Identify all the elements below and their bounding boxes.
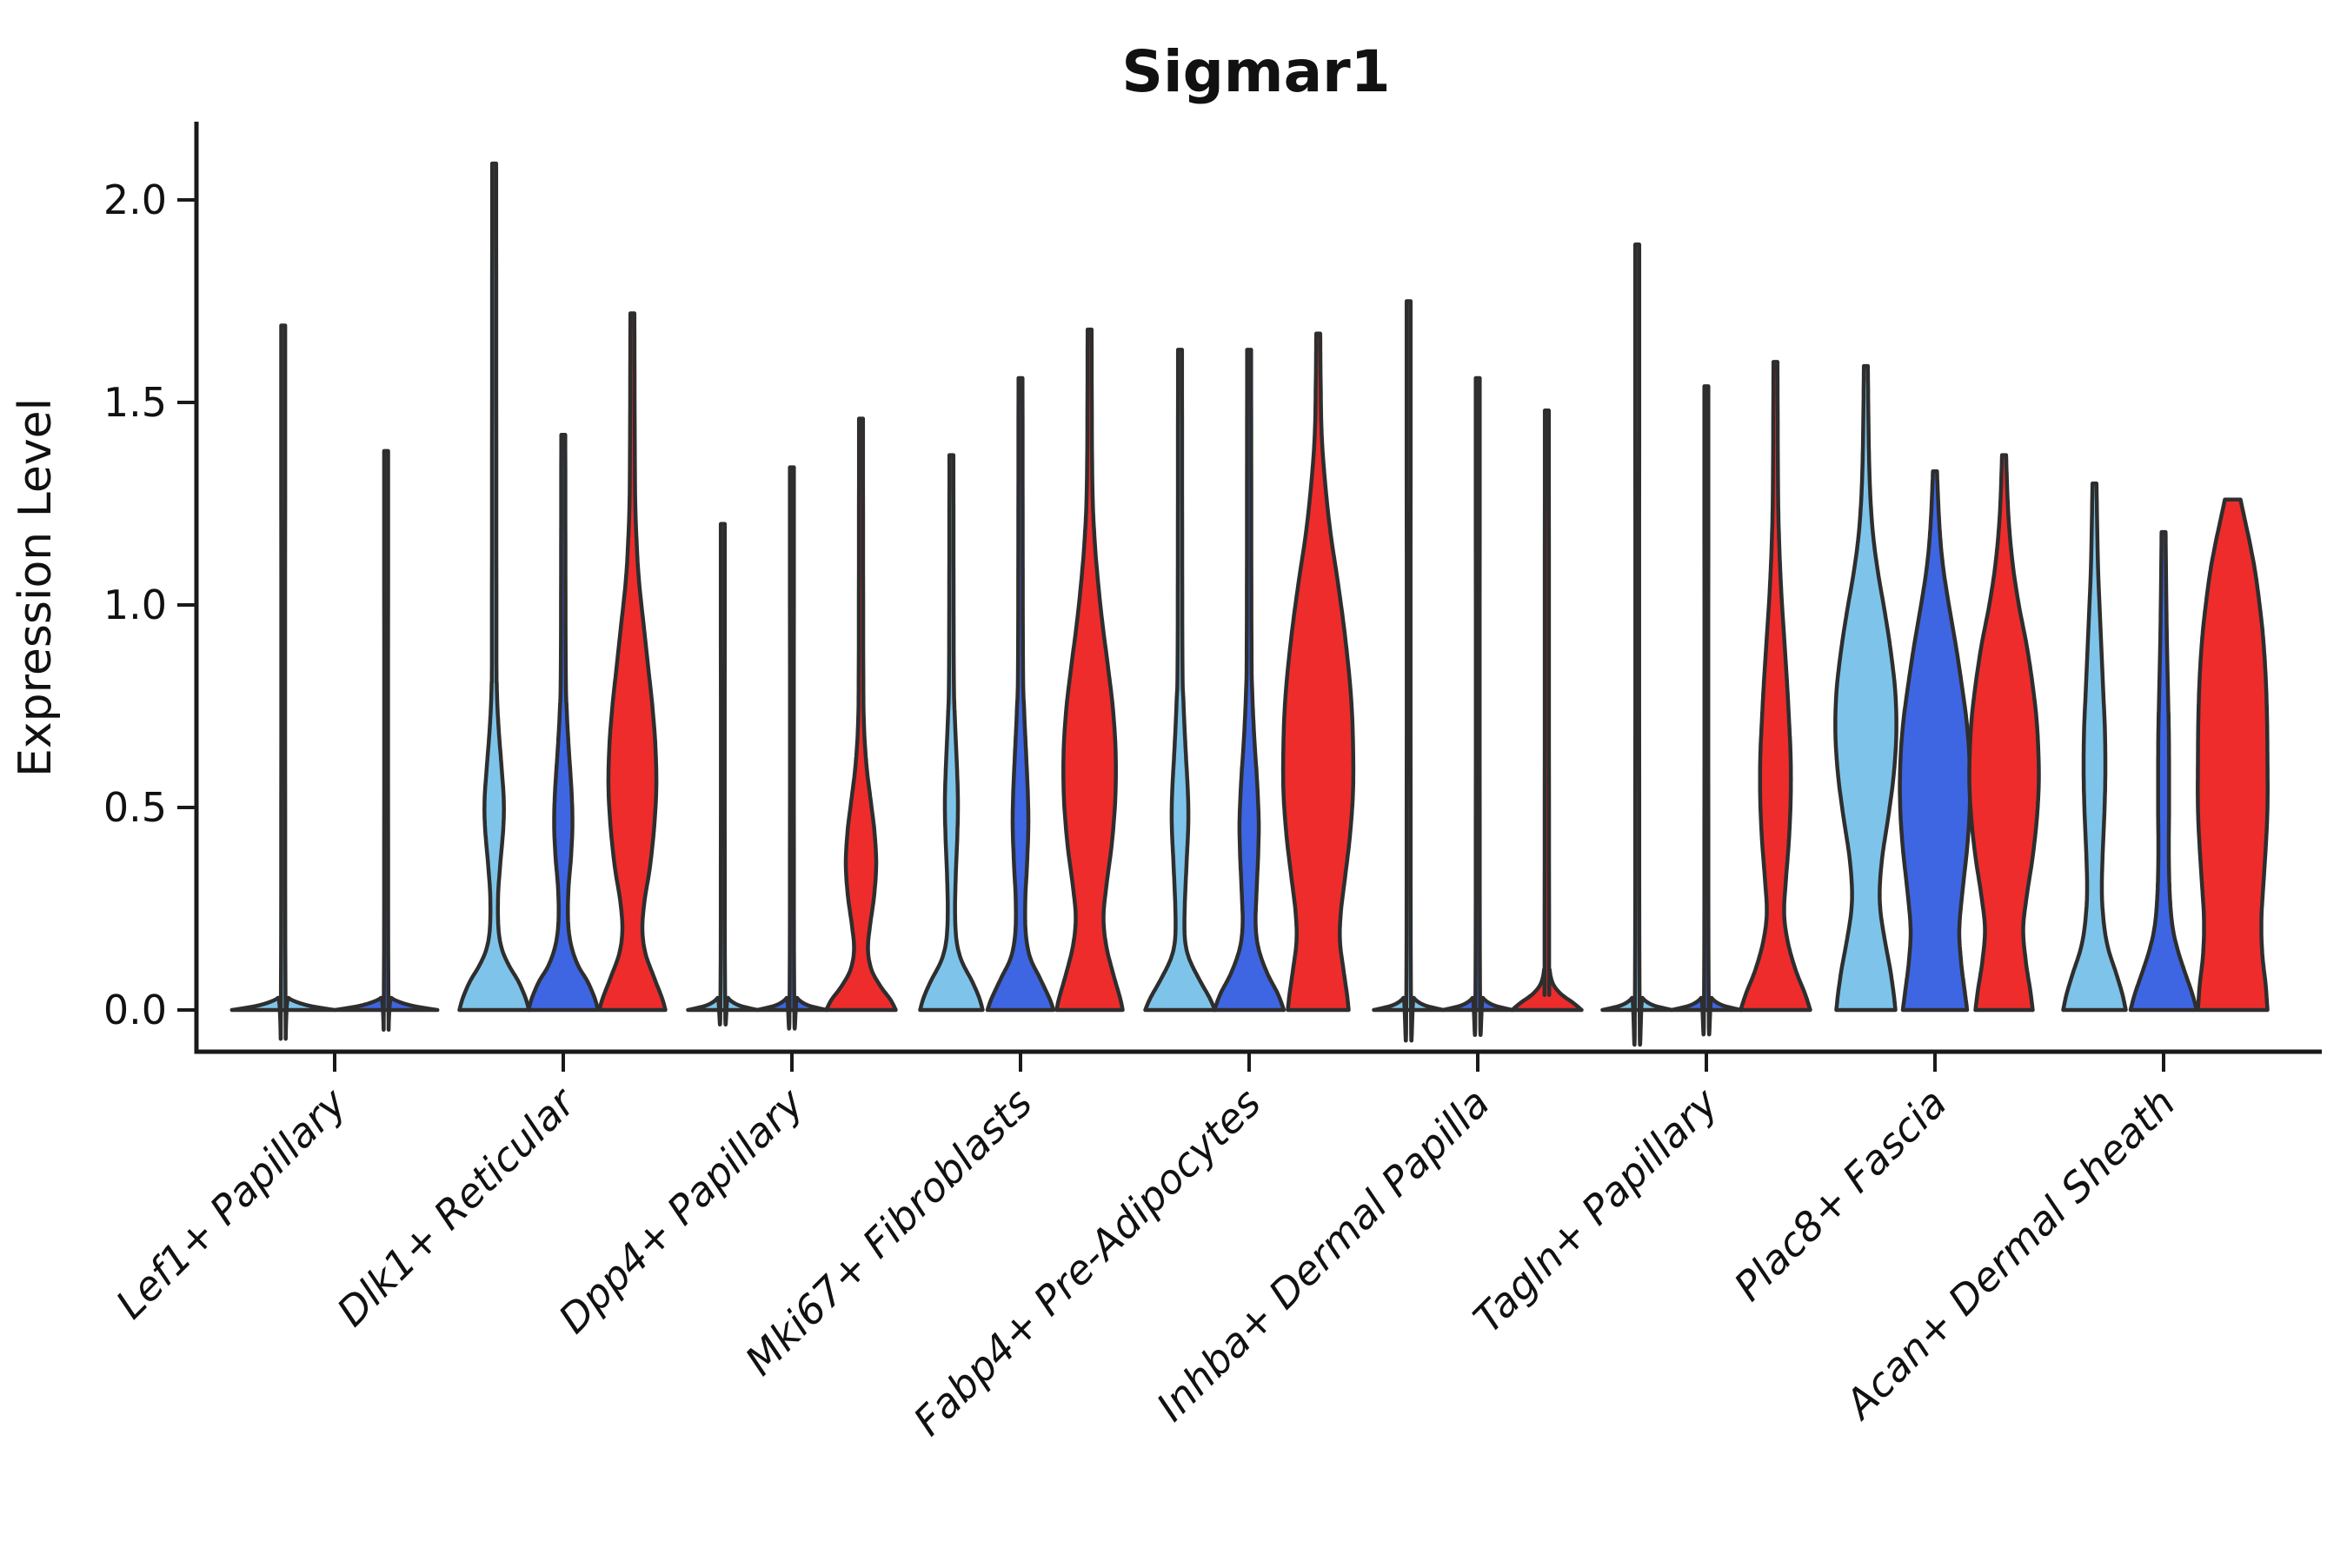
violin-red: [1280, 331, 1356, 1013]
x-tick-label: Tagln+ Papillary: [1464, 1079, 1727, 1342]
violin-skyblue: [1143, 348, 1217, 1013]
violin-royalblue: [2128, 529, 2199, 1013]
violin-skyblue: [457, 161, 531, 1013]
violin-royalblue: [1212, 348, 1287, 1013]
violins-layer: [229, 161, 2270, 1047]
violin-red: [597, 311, 668, 1013]
violin-royalblue: [1669, 384, 1744, 1037]
violin-red: [1739, 360, 1812, 1013]
violin-royalblue: [1898, 468, 1972, 1013]
y-axis-ticks: 0.0 0.5 1.0 1.5 2.0: [103, 176, 196, 1033]
violin-royalblue: [526, 433, 601, 1013]
x-axis-ticks: [333, 1052, 2165, 1072]
violin-royalblue: [985, 375, 1056, 1013]
y-tick-label: 0.5: [103, 784, 167, 831]
violin-red: [824, 416, 898, 1013]
x-tick-label: Dpp4+ Papillary: [549, 1079, 813, 1342]
violin-skyblue: [1600, 243, 1674, 1047]
violin-skyblue: [229, 323, 337, 1041]
y-tick-label: 2.0: [103, 176, 167, 223]
violin-skyblue: [1833, 363, 1898, 1013]
y-tick-label: 0.0: [103, 987, 167, 1033]
y-tick-label: 1.0: [103, 581, 167, 628]
x-tick-label: Lef1+ Papillary: [107, 1079, 356, 1327]
axes-spines: [194, 122, 2322, 1054]
violin-royalblue: [755, 465, 829, 1031]
violin-royalblue: [332, 448, 440, 1033]
violin-red: [1510, 409, 1584, 1013]
violin-skyblue: [686, 522, 760, 1027]
y-tick-label: 1.5: [103, 379, 167, 426]
violin-skyblue: [918, 453, 985, 1013]
y-axis-label: Expression Level: [10, 398, 62, 777]
page-title: Sigmar1: [1121, 38, 1390, 105]
violin-red: [1054, 327, 1125, 1013]
violin-skyblue: [1372, 299, 1446, 1043]
x-tick-label: Dlk1+ Reticular: [328, 1077, 586, 1335]
x-tick-label: Plac8+ Fascia: [1725, 1080, 1955, 1310]
violin-red: [1967, 453, 2041, 1013]
violin-red: [2196, 497, 2270, 1013]
violin-skyblue: [2061, 481, 2128, 1013]
violin-royalblue: [1440, 375, 1515, 1038]
